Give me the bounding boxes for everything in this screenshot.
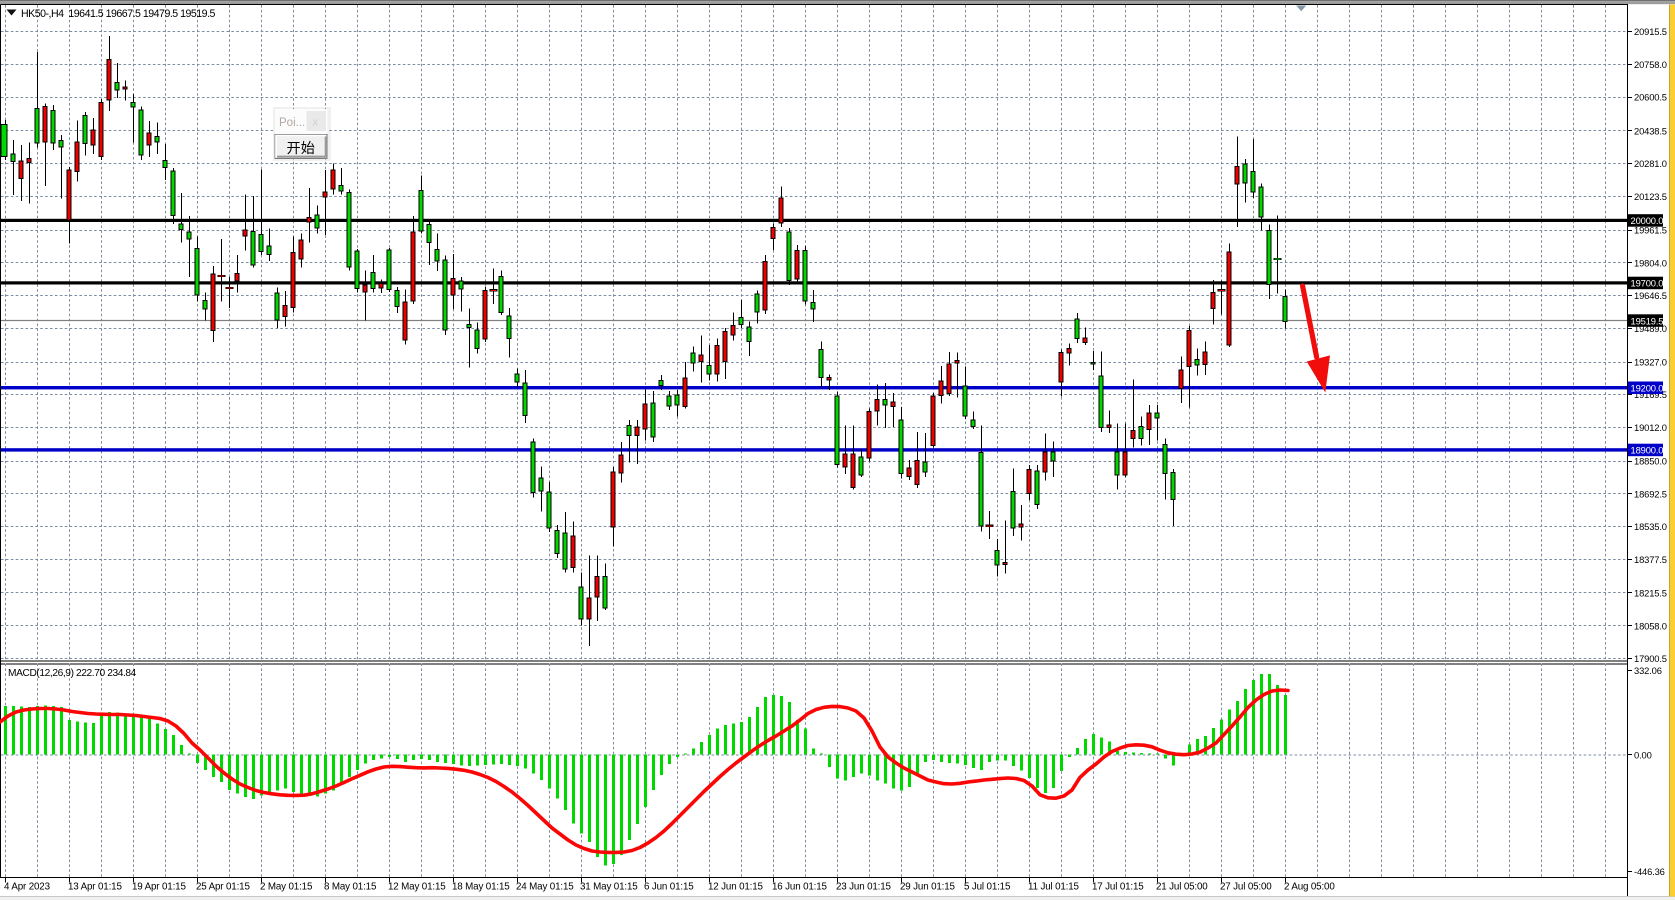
svg-text:19646.5: 19646.5	[1634, 290, 1667, 301]
svg-text:24 May 01:15: 24 May 01:15	[516, 882, 574, 893]
svg-text:16 Jun 01:15: 16 Jun 01:15	[772, 882, 828, 893]
svg-text:18692.5: 18692.5	[1634, 488, 1667, 499]
svg-text:27 Jul 05:00: 27 Jul 05:00	[1220, 882, 1272, 893]
svg-text:19169.5: 19169.5	[1634, 389, 1667, 400]
svg-text:19961.5: 19961.5	[1634, 225, 1667, 236]
svg-text:19519.5: 19519.5	[1631, 315, 1664, 326]
svg-text:19804.0: 19804.0	[1634, 257, 1667, 268]
svg-text:17 Jul 01:15: 17 Jul 01:15	[1092, 882, 1144, 893]
svg-text:6 Jun 01:15: 6 Jun 01:15	[644, 882, 694, 893]
svg-text:13 Apr 01:15: 13 Apr 01:15	[68, 882, 122, 893]
svg-text:19700.0: 19700.0	[1631, 278, 1664, 289]
svg-text:2 Aug 05:00: 2 Aug 05:00	[1284, 882, 1335, 893]
svg-text:Poi...: Poi...	[279, 117, 305, 129]
svg-text:20000.0: 20000.0	[1631, 215, 1664, 226]
svg-text:29 Jun 01:15: 29 Jun 01:15	[900, 882, 956, 893]
svg-text:0.00: 0.00	[1634, 750, 1652, 761]
svg-text:-446.36: -446.36	[1634, 866, 1665, 877]
svg-text:18535.0: 18535.0	[1634, 521, 1667, 532]
svg-text:19 Apr 01:15: 19 Apr 01:15	[132, 882, 186, 893]
svg-text:19012.0: 19012.0	[1634, 422, 1667, 433]
svg-text:5 Jul 01:15: 5 Jul 01:15	[964, 882, 1011, 893]
svg-text:17900.5: 17900.5	[1634, 653, 1667, 664]
svg-text:23 Jun 01:15: 23 Jun 01:15	[836, 882, 892, 893]
svg-text:31 May 01:15: 31 May 01:15	[580, 882, 638, 893]
svg-text:MACD(12,26,9) 222.70 234.84: MACD(12,26,9) 222.70 234.84	[8, 668, 137, 679]
svg-text:2 May 01:15: 2 May 01:15	[260, 882, 313, 893]
svg-text:开始: 开始	[287, 141, 315, 157]
svg-text:HK50-,H4 19641.5 19667.5 1947: HK50-,H4 19641.5 19667.5 19479.5 19519.5	[21, 8, 216, 20]
svg-text:8 May 01:15: 8 May 01:15	[324, 882, 377, 893]
svg-text:25 Apr 01:15: 25 Apr 01:15	[196, 882, 250, 893]
svg-text:19327.0: 19327.0	[1634, 357, 1667, 368]
svg-text:20281.0: 20281.0	[1634, 158, 1667, 169]
svg-text:19489.0: 19489.0	[1634, 323, 1667, 334]
svg-text:12 Jun 01:15: 12 Jun 01:15	[708, 882, 764, 893]
svg-text:332.06: 332.06	[1634, 665, 1662, 676]
svg-text:x: x	[313, 117, 319, 129]
svg-text:18215.5: 18215.5	[1634, 588, 1667, 599]
svg-text:18377.5: 18377.5	[1634, 554, 1667, 565]
svg-text:18 May 01:15: 18 May 01:15	[452, 882, 510, 893]
svg-text:20758.0: 20758.0	[1634, 59, 1667, 70]
svg-text:20123.5: 20123.5	[1634, 191, 1667, 202]
svg-text:18058.0: 18058.0	[1634, 620, 1667, 631]
svg-text:12 May 01:15: 12 May 01:15	[388, 882, 446, 893]
svg-text:19200.0: 19200.0	[1631, 383, 1664, 394]
svg-text:18900.0: 18900.0	[1631, 445, 1664, 456]
svg-text:11 Jul 01:15: 11 Jul 01:15	[1028, 882, 1080, 893]
svg-text:20915.5: 20915.5	[1634, 26, 1667, 37]
svg-text:21 Jul 05:00: 21 Jul 05:00	[1156, 882, 1208, 893]
svg-text:20600.5: 20600.5	[1634, 92, 1667, 103]
svg-text:4 Apr 2023: 4 Apr 2023	[4, 882, 51, 893]
svg-text:18850.0: 18850.0	[1634, 456, 1667, 467]
svg-text:20438.5: 20438.5	[1634, 125, 1667, 136]
